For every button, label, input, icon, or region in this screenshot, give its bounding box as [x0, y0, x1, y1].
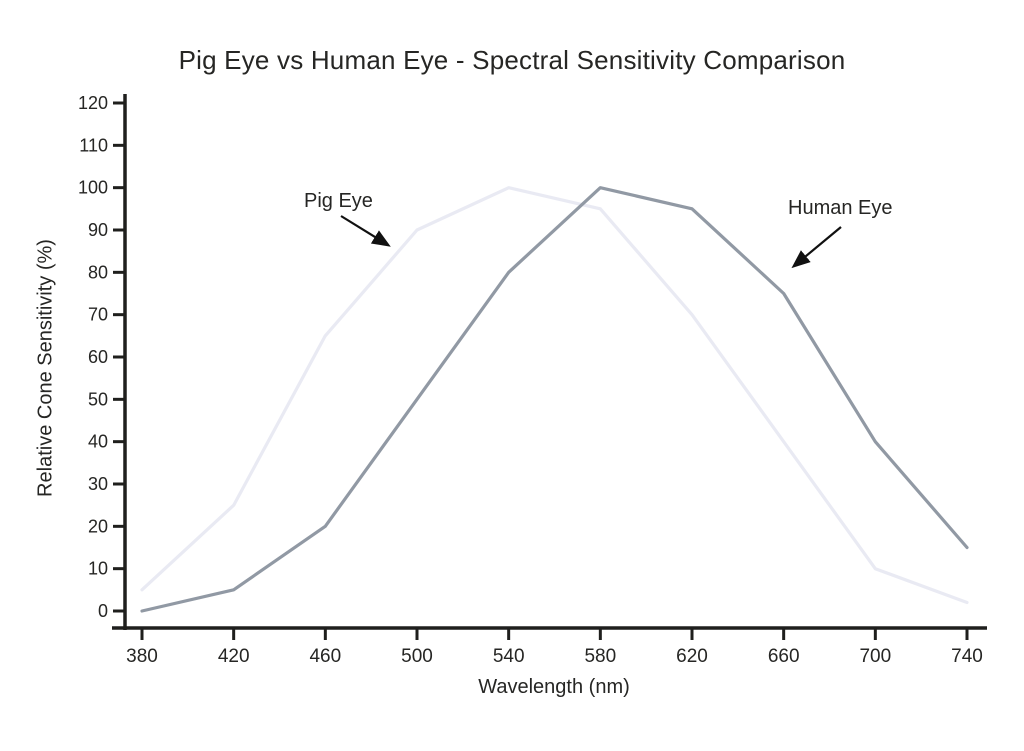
x-tick-label: 540	[493, 646, 525, 667]
x-tick-label: 580	[584, 646, 616, 667]
human-eye-annotation-arrow	[791, 226, 842, 269]
y-tick-label: 60	[88, 347, 108, 367]
x-tick-label: 380	[126, 646, 158, 667]
x-tick-label: 460	[309, 646, 341, 667]
y-tick-label: 90	[88, 220, 108, 240]
y-tick-label: 10	[88, 559, 108, 579]
human-eye-annotation: Human Eye	[788, 197, 893, 219]
y-tick-label: 50	[88, 389, 108, 409]
human-eye-line	[140, 186, 969, 613]
chart-title: Pig Eye vs Human Eye - Spectral Sensitiv…	[178, 45, 846, 75]
y-tick-label: 0	[98, 601, 108, 621]
y-tick-label: 20	[88, 516, 108, 536]
y-tick-label: 70	[88, 305, 108, 325]
x-tick-label: 620	[676, 646, 708, 667]
y-tick-label: 30	[88, 474, 108, 494]
y-tick-label: 110	[79, 135, 108, 155]
pig-eye-annotation: Pig Eye	[304, 190, 373, 212]
x-axis-label: Wavelength (nm)	[478, 676, 630, 698]
y-tick-label: 100	[78, 178, 108, 198]
pig-eye-annotation-arrow	[340, 215, 391, 247]
x-tick-label: 740	[951, 646, 983, 667]
y-tick-label: 120	[78, 93, 108, 113]
x-tick-label: 660	[768, 646, 800, 667]
x-tick-label: 700	[859, 646, 891, 667]
x-tick-label: 500	[401, 646, 433, 667]
y-tick-label: 40	[88, 432, 108, 452]
pig-eye-line	[140, 186, 969, 605]
y-tick-label: 80	[88, 262, 108, 282]
x-tick-label: 420	[218, 646, 250, 667]
